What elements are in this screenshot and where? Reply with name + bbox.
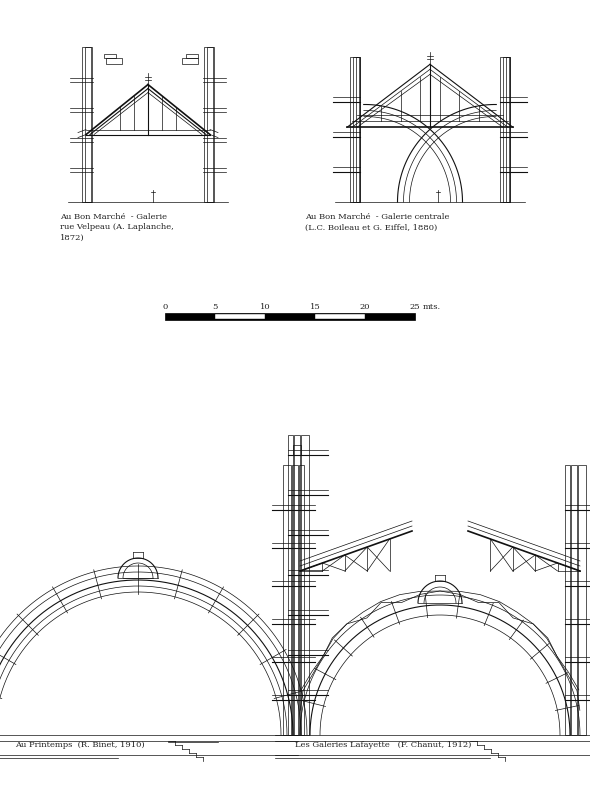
Bar	[506, 57, 510, 202]
Bar	[82, 47, 92, 202]
Bar	[353, 57, 359, 202]
Bar	[186, 54, 198, 58]
Bar	[165, 313, 415, 320]
Bar	[292, 465, 298, 735]
Bar	[215, 314, 265, 319]
Bar	[182, 58, 198, 64]
Bar	[294, 435, 300, 735]
Bar	[85, 47, 91, 202]
Text: 20: 20	[360, 303, 371, 311]
Text: 0: 0	[162, 303, 168, 311]
Text: 25: 25	[409, 303, 420, 311]
Bar	[288, 435, 293, 735]
Text: Les Galeries Lafayette   (F. Chanut, 1912): Les Galeries Lafayette (F. Chanut, 1912)	[295, 741, 471, 749]
Text: Au Bon Marché  - Galerie
rue Velpeau (A. Laplanche,
1872): Au Bon Marché - Galerie rue Velpeau (A. …	[60, 213, 173, 242]
Bar	[350, 57, 360, 202]
Bar	[204, 47, 214, 202]
Bar	[500, 57, 510, 202]
Text: Au Bon Marché  - Galerie centrale
(L.C. Boileau et G. Eiffel, 1880): Au Bon Marché - Galerie centrale (L.C. B…	[305, 213, 450, 231]
Bar	[301, 435, 309, 735]
Bar	[578, 465, 586, 735]
Text: 15: 15	[310, 303, 320, 311]
Bar	[293, 445, 301, 455]
Bar	[503, 57, 509, 202]
Bar	[315, 314, 365, 319]
Bar	[207, 47, 213, 202]
Text: 10: 10	[260, 303, 270, 311]
Bar	[571, 465, 577, 735]
Bar	[283, 465, 291, 735]
Bar	[356, 57, 360, 202]
Text: 5: 5	[212, 303, 218, 311]
Bar	[106, 58, 122, 64]
Text: Au Printemps  (R. Binet, 1910): Au Printemps (R. Binet, 1910)	[15, 741, 145, 749]
Text: mts.: mts.	[423, 303, 441, 311]
Bar	[104, 54, 116, 58]
Bar	[565, 465, 570, 735]
Bar	[299, 465, 304, 735]
